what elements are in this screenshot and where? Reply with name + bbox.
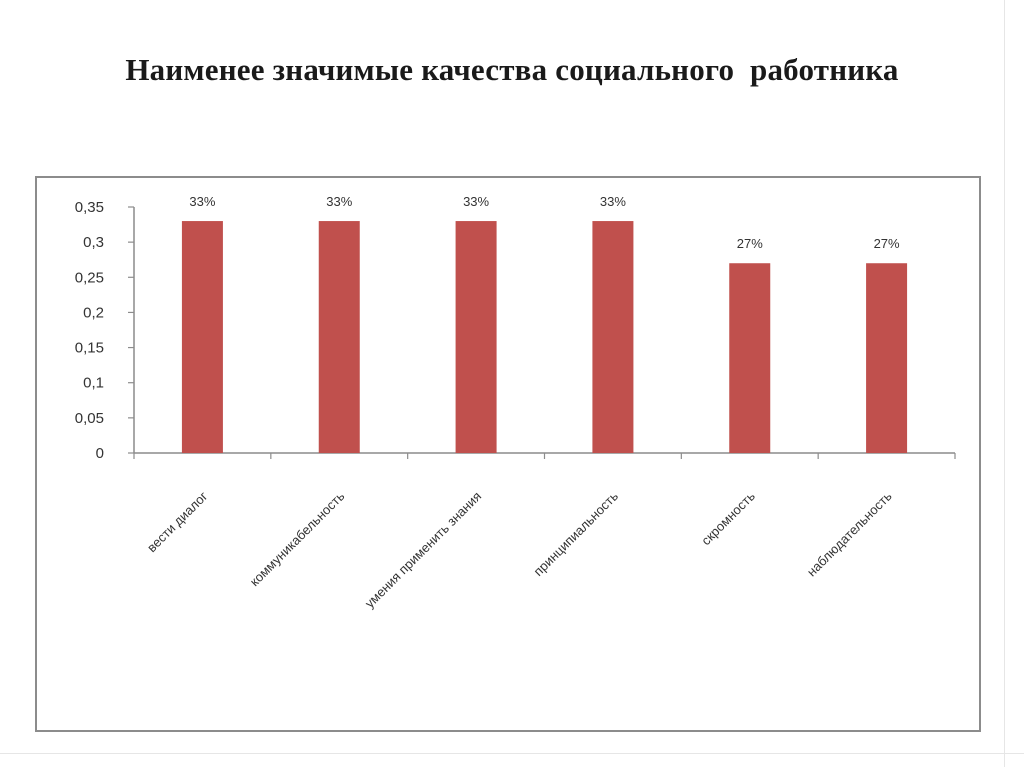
bar — [592, 221, 634, 453]
y-tick-label: 0,35 — [75, 199, 104, 216]
chart-axes: 0 0,05 0,1 0,15 0,2 0,25 0,3 0,35 — [75, 199, 956, 462]
category-label: скромность — [698, 488, 758, 548]
chart-title: Наименее значимые качества социального р… — [125, 52, 899, 87]
bar — [455, 221, 497, 453]
y-tick-label: 0,3 — [83, 234, 104, 251]
data-label: 33% — [189, 194, 215, 209]
category-label: принципиальность — [531, 488, 622, 579]
data-label: 33% — [463, 194, 489, 209]
data-label: 27% — [737, 236, 763, 251]
bar — [318, 221, 360, 453]
category-label: коммуникабельность — [247, 488, 348, 589]
y-tick-label: 0,15 — [75, 340, 104, 357]
bar — [729, 263, 771, 453]
category-label: наблюдательность — [804, 488, 895, 579]
bar — [181, 221, 223, 453]
data-label: 33% — [600, 194, 626, 209]
bar — [866, 263, 908, 453]
chart-labels: 33% вести диалог 33% коммуникабельность 33% у… — [144, 194, 900, 611]
slide-edge-bottom — [0, 753, 1024, 754]
category-label: вести диалог — [144, 488, 211, 555]
y-tick-label: 0,1 — [83, 375, 104, 392]
y-tick-label: 0,25 — [75, 269, 104, 286]
y-tick-label: 0,2 — [83, 304, 104, 321]
y-tick-label: 0,05 — [75, 410, 104, 427]
data-label: 33% — [326, 194, 352, 209]
data-label: 27% — [874, 236, 900, 251]
y-tick-label: 0 — [96, 445, 104, 462]
chart-bars — [181, 221, 908, 453]
category-label: умения применить знания — [362, 489, 484, 611]
slide-edge-right — [1004, 0, 1005, 767]
